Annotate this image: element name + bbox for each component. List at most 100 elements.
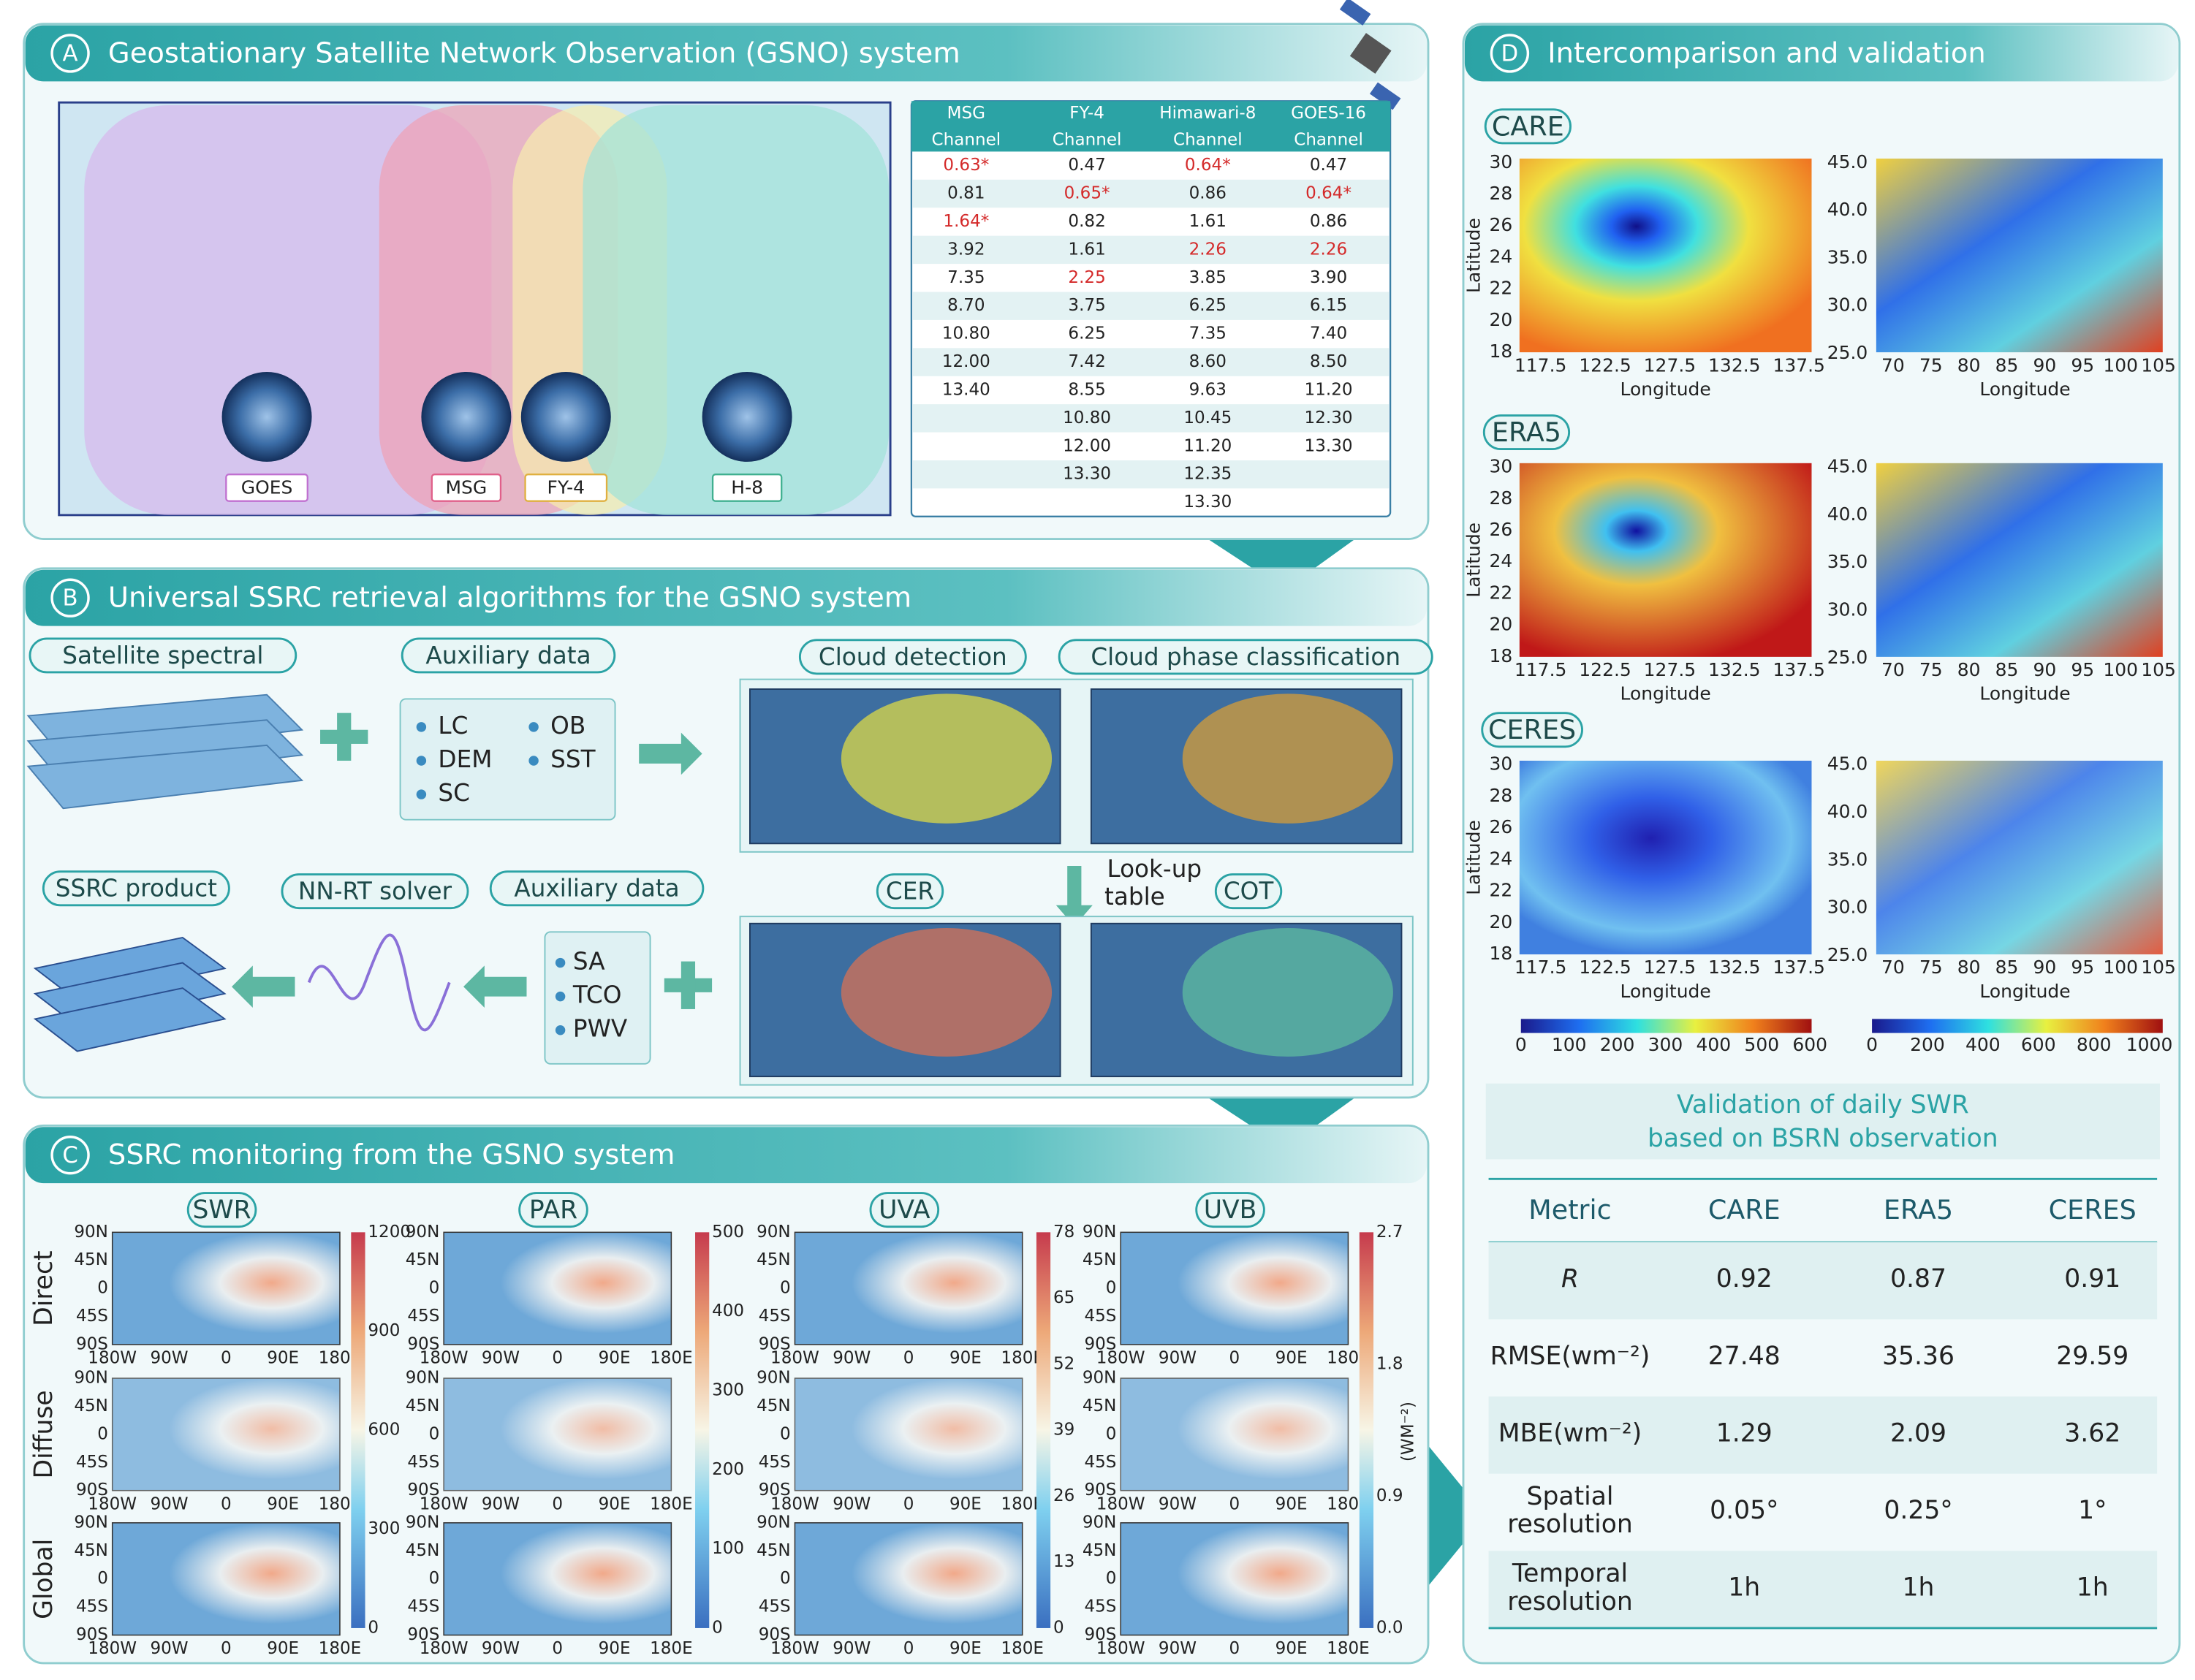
lon-tick: 0: [1229, 1494, 1240, 1513]
lon-tick: 117.5: [1514, 659, 1566, 680]
lat-tick: 90N: [757, 1223, 791, 1242]
lat-tick: 45S: [1084, 1597, 1116, 1616]
lat-tick: 40.0: [1827, 199, 1868, 220]
table-cell: 0.87: [1890, 1264, 1946, 1293]
bullet: [528, 756, 539, 766]
colorbar-tick: 26: [1053, 1486, 1074, 1505]
lon-tick: 90E: [267, 1494, 299, 1513]
table-cell: 11.20: [1305, 380, 1353, 399]
lat-tick: 30.0: [1827, 598, 1868, 620]
lat-tick: 20: [1489, 309, 1512, 330]
table-cell: 3.90: [1310, 268, 1347, 287]
table-subheader-text: Channel: [1294, 131, 1363, 150]
lat-tick: 45S: [407, 1597, 439, 1616]
lon-tick: 95: [2071, 659, 2094, 680]
validation-title-band: [1485, 1083, 2160, 1160]
lon-tick: 105: [2141, 957, 2176, 978]
table-stripe: [1488, 1242, 2158, 1320]
table-subheader-text: Channel: [1053, 131, 1122, 150]
lat-tick: 35.0: [1827, 848, 1868, 870]
colorbar-tick: 500: [1744, 1034, 1779, 1055]
lon-tick: 85: [1995, 957, 2019, 978]
table-cell: 0.82: [1068, 212, 1105, 231]
table-cell: 3.85: [1189, 268, 1227, 287]
metric-label: R: [1561, 1264, 1579, 1293]
connector-arrow: [1208, 1097, 1356, 1149]
lat-tick: 90N: [406, 1223, 440, 1242]
lat-tick: 30.0: [1827, 294, 1868, 316]
table-cell: 13.30: [1305, 436, 1353, 455]
lat-tick: 45.0: [1827, 456, 1868, 477]
lon-tick: 75: [1919, 354, 1943, 376]
lon-tick: 90E: [1275, 1349, 1308, 1368]
metric-label: RMSE(wm⁻²): [1490, 1342, 1650, 1371]
ssrc-map: [1120, 1377, 1349, 1491]
panel-header: [25, 569, 1428, 626]
lat-tick: 0: [429, 1424, 440, 1443]
lat-tick: 45S: [1084, 1453, 1116, 1472]
label-pill: [1482, 414, 1571, 451]
table-header-text: MSG: [947, 104, 985, 123]
colorbar: [1036, 1232, 1051, 1628]
table-stripe: [1488, 1551, 2158, 1628]
aux-box: [544, 931, 651, 1065]
panel-header: [25, 1127, 1428, 1184]
lat-tick: 0: [1106, 1279, 1117, 1298]
lon-tick: 180E: [650, 1349, 693, 1368]
table-cell: 8.55: [1068, 380, 1105, 399]
label-pill: [29, 637, 297, 674]
lon-tick: 85: [1995, 354, 2019, 376]
table-cell: 0.91: [2064, 1264, 2120, 1293]
pill-text: Auxiliary data: [514, 875, 679, 902]
table-cell: 29.59: [2056, 1342, 2128, 1371]
table-cell: 8.50: [1310, 352, 1347, 371]
colorbar-tick: 0: [1866, 1034, 1878, 1055]
lon-tick: 0: [903, 1494, 914, 1513]
validation-map: [1876, 760, 2163, 955]
lat-tick: 28: [1489, 487, 1512, 509]
lon-tick: 117.5: [1514, 354, 1566, 376]
satellite-disk: [221, 371, 312, 462]
lon-tick: 132.5: [1708, 354, 1760, 376]
ssrc-map: [794, 1231, 1023, 1345]
colorbar-tick: 300: [368, 1519, 400, 1538]
ssrc-map: [111, 1231, 341, 1345]
table-cell: 6.25: [1189, 296, 1227, 315]
lat-tick: 0: [780, 1569, 791, 1588]
lon-tick: 0: [1229, 1349, 1240, 1368]
satellite-disk: [520, 371, 611, 462]
ssrc-map: [1120, 1522, 1349, 1636]
lon-tick: 90W: [150, 1494, 188, 1513]
metric-label: Temporal: [1512, 1559, 1628, 1588]
table-cell: 0.81: [947, 184, 985, 203]
label-pill: [186, 1192, 257, 1228]
ssrc-map: [794, 1377, 1023, 1491]
colorbar-tick: 600: [368, 1421, 400, 1440]
table-header-text: GOES-16: [1291, 104, 1366, 123]
plus-sign: [337, 712, 352, 761]
table-cell: 2.26: [1310, 240, 1347, 259]
lon-tick: 90W: [482, 1349, 520, 1368]
colorbar-tick: 400: [1697, 1034, 1732, 1055]
panel-badge: [1490, 34, 1530, 73]
colorbar-tick: 400: [1965, 1034, 2001, 1055]
colorbar-tick: 200: [1600, 1034, 1635, 1055]
bullet: [416, 789, 427, 799]
lat-tick: 35.0: [1827, 551, 1868, 572]
lat-tick: 0: [97, 1279, 108, 1298]
table-cell: 10.80: [942, 324, 990, 343]
lat-tick: 90S: [1084, 1481, 1116, 1500]
pill-text: SSRC product: [56, 875, 217, 902]
label-pill: [798, 639, 1027, 675]
colorbar: [1872, 1019, 2163, 1033]
table-cell: 35.36: [1882, 1342, 1955, 1371]
colorbar: [351, 1232, 365, 1628]
panel-letter: A: [63, 40, 78, 66]
lat-tick: 0: [429, 1279, 440, 1298]
lon-tick: 137.5: [1773, 957, 1824, 978]
validation-map: [1519, 463, 1812, 657]
connector-arrow: [1428, 1445, 1486, 1586]
lat-tick: 45S: [76, 1307, 108, 1326]
satellite-label: MSG: [445, 476, 487, 498]
